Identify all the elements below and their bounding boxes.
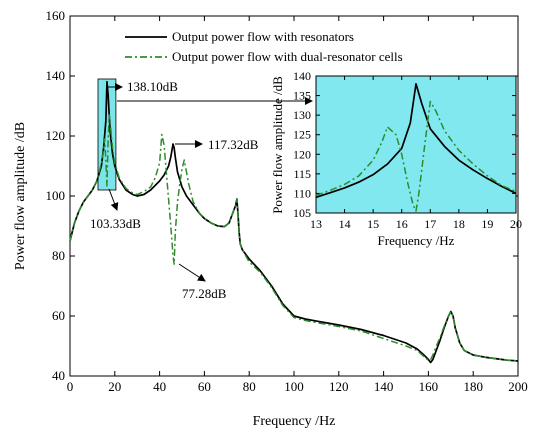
- annot-label-103: 103.33dB: [90, 216, 141, 231]
- annot-arrow-103: [108, 188, 119, 211]
- legend: Output power flow with resonators Output…: [125, 29, 403, 64]
- main-y-tick-label: 80: [52, 248, 65, 263]
- main-x-tick-label: 120: [329, 379, 349, 394]
- annot-arrow-77: [178, 263, 206, 282]
- inset-x-tick-label: 13: [310, 217, 322, 231]
- inset-x-tick-label: 15: [367, 217, 379, 231]
- main-y-tick-label: 40: [52, 368, 65, 383]
- legend-label-resonators: Output power flow with resonators: [172, 29, 354, 44]
- legend-label-dual-resonator: Output power flow with dual-resonator ce…: [172, 49, 403, 64]
- inset-x-tick-label: 19: [481, 217, 493, 231]
- inset-y-tick-label: 135: [293, 89, 311, 103]
- inset-plot-frame: [315, 75, 517, 214]
- main-x-tick-label: 160: [419, 379, 439, 394]
- inset-y-axis-title: Power flow amplitude /dB: [270, 76, 285, 214]
- annot-label-77: 77.28dB: [182, 286, 227, 301]
- main-x-tick-label: 0: [67, 379, 74, 394]
- inset-y-tick-label: 130: [293, 108, 311, 122]
- main-y-tick-label: 60: [52, 308, 65, 323]
- inset-x-axis-title: Frequency /Hz: [378, 233, 455, 248]
- annotations: 138.10dB 117.32dB 103.33dB 77.28dB: [90, 79, 313, 301]
- main-x-tick-label: 100: [284, 379, 304, 394]
- main-x-tick-label: 200: [508, 379, 528, 394]
- main-y-tick-label: 100: [46, 188, 66, 203]
- main-series-line-1: [69, 114, 519, 362]
- inset-y-tick-label: 105: [293, 206, 311, 220]
- inset-x-tick-label: 14: [339, 217, 351, 231]
- main-x-tick-label: 40: [153, 379, 166, 394]
- main-x-tick-label: 60: [198, 379, 211, 394]
- main-y-tick-label: 160: [46, 8, 66, 23]
- inset-y-tick-label: 115: [293, 167, 311, 181]
- inset-y-tick-label: 140: [293, 69, 311, 83]
- main-x-tick-label: 180: [463, 379, 483, 394]
- inset-y-tick-label: 125: [293, 128, 311, 142]
- main-y-tick-label: 120: [46, 128, 66, 143]
- main-x-tick-label: 140: [374, 379, 394, 394]
- main-y-tick-label: 140: [46, 68, 66, 83]
- inset-y-tick-label: 120: [293, 147, 311, 161]
- main-x-tick-label: 80: [243, 379, 256, 394]
- inset-series-line-0: [315, 82, 517, 199]
- main-x-tick-label: 20: [108, 379, 121, 394]
- annot-label-138: 138.10dB: [127, 79, 178, 94]
- inset-y-tick-label: 110: [293, 186, 311, 200]
- inset-x-tick-label: 16: [396, 217, 408, 231]
- inset-x-tick-label: 17: [424, 217, 436, 231]
- annot-label-117: 117.32dB: [208, 137, 259, 152]
- y-axis-title: Power flow amplitude /dB: [13, 122, 28, 270]
- inset-x-tick-label: 20: [510, 217, 522, 231]
- inset-x-tick-label: 18: [453, 217, 465, 231]
- x-axis-title: Frequency /Hz: [253, 414, 336, 429]
